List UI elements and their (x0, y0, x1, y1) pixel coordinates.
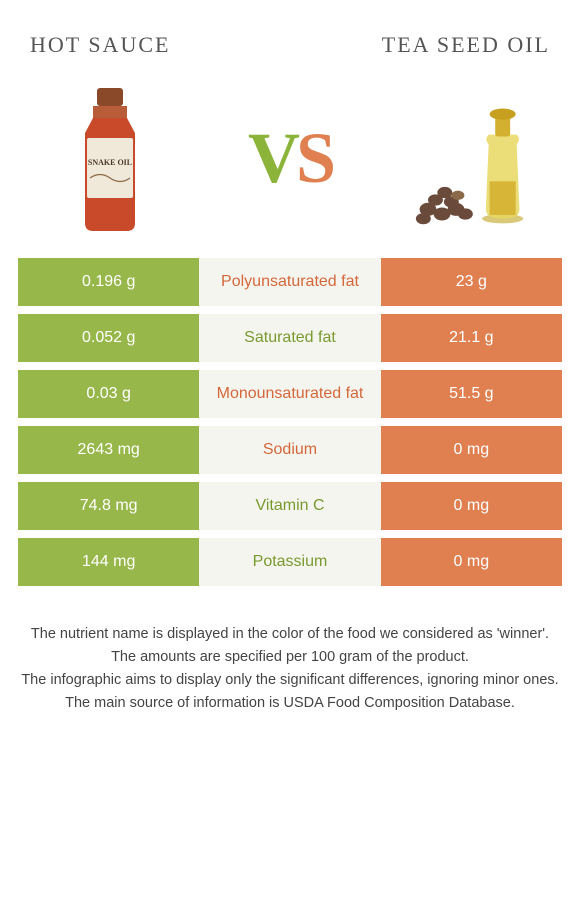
right-value: 23 g (381, 258, 562, 306)
left-value: 0.03 g (18, 370, 199, 418)
footer-line: The main source of information is USDA F… (20, 693, 560, 714)
table-row: 144 mg Potassium 0 mg (18, 538, 562, 586)
nutrition-table: 0.196 g Polyunsaturated fat 23 g 0.052 g… (0, 258, 580, 586)
right-food-title: TEA SEED OIL (382, 32, 550, 58)
table-row: 0.052 g Saturated fat 21.1 g (18, 314, 562, 362)
left-value: 0.052 g (18, 314, 199, 362)
hot-sauce-image: SNAKE OIL (40, 78, 180, 238)
table-row: 2643 mg Sodium 0 mg (18, 426, 562, 474)
vs-label: VS (248, 117, 332, 200)
left-value: 0.196 g (18, 258, 199, 306)
right-value: 0 mg (381, 482, 562, 530)
nutrient-label: Saturated fat (199, 314, 380, 362)
vs-s: S (296, 118, 332, 198)
vs-v: V (248, 118, 296, 198)
footer-line: The amounts are specified per 100 gram o… (20, 647, 560, 668)
nutrient-label: Vitamin C (199, 482, 380, 530)
nutrient-label: Monounsaturated fat (199, 370, 380, 418)
footer-line: The nutrient name is displayed in the co… (20, 624, 560, 645)
left-value: 74.8 mg (18, 482, 199, 530)
images-row: SNAKE OIL VS (0, 68, 580, 258)
footer-notes: The nutrient name is displayed in the co… (0, 594, 580, 714)
right-value: 51.5 g (381, 370, 562, 418)
header: HOT SAUCE TEA SEED OIL (0, 0, 580, 68)
svg-text:SNAKE OIL: SNAKE OIL (88, 158, 132, 167)
table-row: 0.196 g Polyunsaturated fat 23 g (18, 258, 562, 306)
footer-line: The infographic aims to display only the… (20, 670, 560, 691)
nutrient-label: Polyunsaturated fat (199, 258, 380, 306)
left-food-title: HOT SAUCE (30, 32, 170, 58)
nutrient-label: Potassium (199, 538, 380, 586)
tea-seed-oil-image (400, 78, 540, 238)
right-value: 0 mg (381, 426, 562, 474)
left-value: 2643 mg (18, 426, 199, 474)
table-row: 74.8 mg Vitamin C 0 mg (18, 482, 562, 530)
table-row: 0.03 g Monounsaturated fat 51.5 g (18, 370, 562, 418)
left-value: 144 mg (18, 538, 199, 586)
right-value: 21.1 g (381, 314, 562, 362)
nutrient-label: Sodium (199, 426, 380, 474)
right-value: 0 mg (381, 538, 562, 586)
